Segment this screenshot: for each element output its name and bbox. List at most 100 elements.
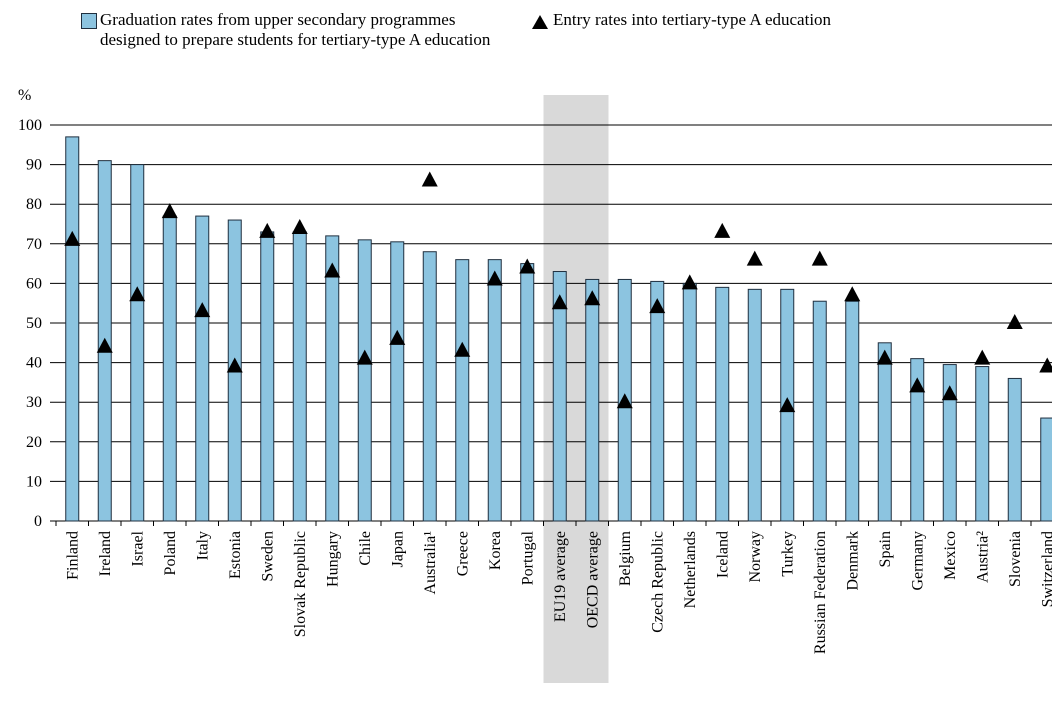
x-tick-label: Norway (747, 531, 764, 583)
bar (910, 358, 925, 522)
marker (974, 349, 991, 365)
marker (844, 286, 861, 302)
marker (356, 349, 373, 365)
marker (616, 393, 633, 409)
x-tick-label: Iceland (714, 531, 731, 578)
marker (876, 349, 893, 365)
marker (909, 377, 926, 393)
marker (714, 222, 731, 238)
marker (96, 337, 113, 353)
bar (195, 215, 210, 522)
marker (551, 294, 568, 310)
y-tick-label: 90 (26, 157, 42, 174)
y-tick-label: 10 (26, 473, 42, 490)
marker (1039, 357, 1052, 373)
legend-label: Graduation rates from upper secondary pr… (100, 10, 491, 49)
y-tick-label: 40 (26, 355, 42, 372)
x-tick-label: Finland (64, 531, 81, 580)
x-tick-label: Hungary (324, 531, 341, 587)
x-tick-label: Greece (454, 531, 471, 576)
y-tick-label: 60 (26, 275, 42, 292)
x-tick-label: Italy (194, 531, 211, 560)
marker (519, 258, 536, 274)
x-tick-label: Slovak Republic (292, 531, 309, 637)
marker (746, 250, 763, 266)
bar (650, 280, 665, 522)
bar (552, 271, 567, 522)
marker (64, 230, 81, 246)
bar (1007, 377, 1022, 522)
legend-label: Entry rates into tertiary-type A educati… (553, 10, 832, 29)
bar (747, 288, 762, 522)
x-tick-label: Australia¹ (422, 531, 439, 595)
y-tick-label: 70 (26, 236, 42, 253)
y-tick-label: 0 (34, 513, 42, 530)
bar (1040, 417, 1052, 522)
bar (325, 235, 340, 522)
bar (455, 259, 470, 522)
x-tick-label: Poland (162, 531, 179, 575)
x-tick-label: Slovenia (1007, 531, 1024, 587)
x-tick-label: Israel (129, 530, 146, 566)
x-tick-label: Germany (909, 531, 926, 591)
bar (812, 300, 827, 522)
x-tick-label: Czech Republic (649, 531, 666, 633)
marker (226, 357, 243, 373)
bar (130, 164, 145, 522)
x-tick-label: Turkey (779, 531, 796, 577)
bar (65, 136, 80, 522)
y-tick-label: 80 (26, 196, 42, 213)
y-tick-label: 50 (26, 315, 42, 332)
x-tick-label: Austria² (974, 531, 991, 583)
x-tick-label: EU19 average (552, 531, 569, 622)
legend-swatch (532, 15, 548, 29)
y-axis-label: % (18, 87, 31, 104)
marker (259, 222, 276, 238)
bar (942, 364, 957, 522)
x-tick-label: Estonia (227, 531, 244, 579)
y-tick-label: 30 (26, 394, 42, 411)
marker (421, 171, 438, 187)
x-tick-label: Netherlands (682, 531, 699, 608)
x-tick-label: Sweden (259, 531, 276, 582)
y-tick-label: 20 (26, 434, 42, 451)
x-tick-label: Russian Federation (812, 531, 829, 654)
x-tick-label: Portugal (519, 530, 536, 585)
x-tick-label: Switzerland (1039, 531, 1052, 607)
x-tick-label: Ireland (97, 531, 114, 576)
bar (357, 239, 372, 522)
marker (779, 397, 796, 413)
bar (715, 286, 730, 522)
marker (129, 286, 146, 302)
bar (975, 366, 990, 522)
x-tick-label: Japan (389, 531, 406, 567)
marker (161, 203, 178, 219)
bar (390, 241, 405, 522)
bar (682, 282, 697, 522)
bar (260, 231, 275, 522)
x-tick-label: Korea (487, 531, 504, 570)
bar (585, 278, 600, 522)
bar (520, 263, 535, 522)
marker (454, 341, 471, 357)
marker (389, 329, 406, 345)
x-tick-label: Belgium (617, 530, 634, 586)
marker (486, 270, 503, 286)
bar (162, 215, 177, 522)
marker (291, 218, 308, 234)
x-tick-label: Mexico (942, 531, 959, 580)
x-tick-label: OECD average (584, 531, 601, 628)
legend-swatch (81, 13, 97, 29)
x-tick-label: Chile (357, 531, 374, 566)
marker (941, 385, 958, 401)
marker (324, 262, 341, 278)
bar (877, 342, 892, 522)
bar (422, 251, 437, 522)
x-tick-label: Denmark (844, 531, 861, 591)
marker (584, 290, 601, 306)
marker (649, 298, 666, 314)
x-tick-label: Spain (877, 531, 894, 567)
marker (811, 250, 828, 266)
